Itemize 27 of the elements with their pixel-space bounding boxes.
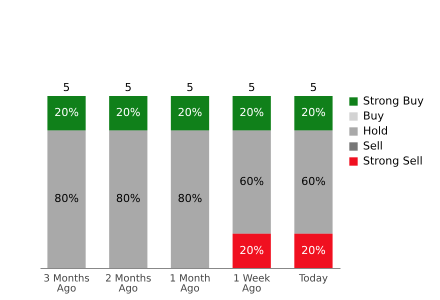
- legend-label: Hold: [363, 124, 388, 138]
- data-label: 20%: [116, 106, 140, 120]
- data-label: 20%: [54, 106, 79, 120]
- x-tick-label: Today: [298, 274, 328, 284]
- data-label: 20%: [178, 106, 202, 120]
- data-label: 60%: [240, 175, 264, 188]
- x-tick-label: 1 Month Ago: [170, 274, 210, 294]
- legend-label: Strong Sell: [363, 154, 423, 168]
- data-label: 80%: [54, 192, 79, 206]
- data-label: 20%: [240, 244, 264, 257]
- legend-label: Strong Buy: [363, 94, 424, 108]
- data-label: 20%: [240, 106, 264, 120]
- data-label: 60%: [301, 175, 326, 188]
- legend-label: Buy: [363, 110, 385, 122]
- annotation: 5: [186, 81, 194, 94]
- x-tick-label: 1 Week Ago: [233, 274, 270, 294]
- annotation: 5: [124, 81, 132, 94]
- data-label: 20%: [301, 106, 326, 120]
- x-tick-label: 3 Months Ago: [43, 274, 90, 294]
- data-label: 20%: [301, 244, 326, 257]
- data-label: 80%: [178, 192, 202, 206]
- annotation: 5: [310, 81, 317, 94]
- data-label: 80%: [116, 192, 140, 206]
- annotation: 5: [63, 81, 70, 94]
- x-tick-label: 2 Months Ago: [105, 274, 152, 294]
- legend-label: Sell: [363, 140, 383, 152]
- annotation: 5: [248, 81, 256, 94]
